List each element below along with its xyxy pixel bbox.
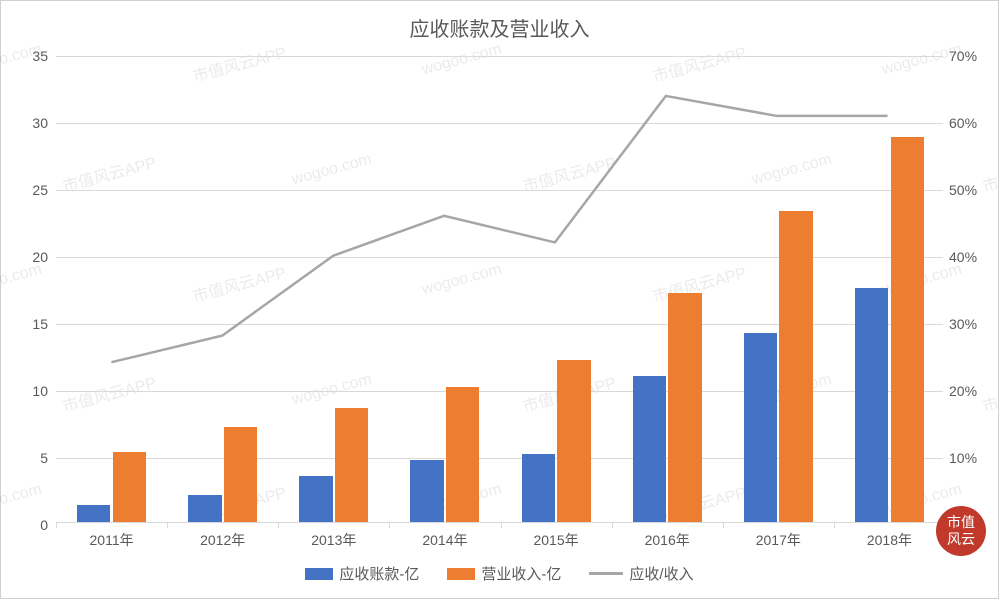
legend-label-bar1: 应收账款-亿: [339, 563, 419, 584]
x-tick-label: 2014年: [422, 530, 467, 550]
y-right-tick-label: 50%: [949, 182, 991, 198]
chart-title: 应收账款及营业收入: [1, 13, 998, 42]
y-left-tick-label: 15: [16, 316, 48, 332]
y-left-tick-label: 30: [16, 115, 48, 131]
legend-item-line: 应收/收入: [589, 563, 693, 584]
ratio-line: [111, 96, 887, 362]
x-tick: [278, 522, 279, 528]
y-right-tick-label: 20%: [949, 383, 991, 399]
y-right-tick-label: 40%: [949, 249, 991, 265]
x-tick-label: 2013年: [311, 530, 356, 550]
x-tick: [612, 522, 613, 528]
x-tick-label: 2016年: [645, 530, 690, 550]
y-left-tick-label: 35: [16, 48, 48, 64]
legend-label-bar2: 营业收入-亿: [481, 563, 561, 584]
x-tick-label: 2015年: [533, 530, 578, 550]
y-left-tick-label: 25: [16, 182, 48, 198]
y-left-tick-label: 0: [16, 517, 48, 533]
x-tick-label: 2011年: [90, 530, 134, 550]
y-left-tick-label: 20: [16, 249, 48, 265]
legend-swatch-bar1: [305, 568, 333, 580]
y-right-tick-label: 30%: [949, 316, 991, 332]
brand-badge-icon: 市值风云: [934, 504, 988, 558]
x-tick-label: 2018年: [867, 530, 912, 550]
x-tick: [167, 522, 168, 528]
plot-area: 051015202530350%10%20%30%40%50%60%70% 20…: [56, 56, 943, 523]
x-tick-label: 2017年: [756, 530, 801, 550]
svg-text:市值: 市值: [947, 514, 975, 530]
legend-label-line: 应收/收入: [629, 563, 693, 584]
svg-text:风云: 风云: [947, 531, 975, 547]
x-tick: [834, 522, 835, 528]
watermark-text: wogoo.com: [0, 481, 44, 520]
y-left-tick-label: 5: [16, 450, 48, 466]
legend-item-bar1: 应收账款-亿: [305, 563, 419, 584]
legend: 应收账款-亿 营业收入-亿 应收/收入: [1, 563, 998, 584]
x-tick: [389, 522, 390, 528]
x-tick: [501, 522, 502, 528]
y-right-tick-label: 70%: [949, 48, 991, 64]
legend-item-bar2: 营业收入-亿: [447, 563, 561, 584]
x-tick: [56, 522, 57, 528]
legend-swatch-line: [589, 572, 623, 575]
y-left-tick-label: 10: [16, 383, 48, 399]
watermark-text: wogoo.com: [0, 261, 44, 300]
legend-swatch-bar2: [447, 568, 475, 580]
y-right-tick-label: 10%: [949, 450, 991, 466]
line-layer: [56, 56, 943, 522]
y-right-tick-label: 60%: [949, 115, 991, 131]
x-tick: [723, 522, 724, 528]
chart-container: 应收账款及营业收入 wogoo.com市值风云APPwogoo.com市值风云A…: [0, 0, 999, 599]
x-tick-label: 2012年: [200, 530, 245, 550]
